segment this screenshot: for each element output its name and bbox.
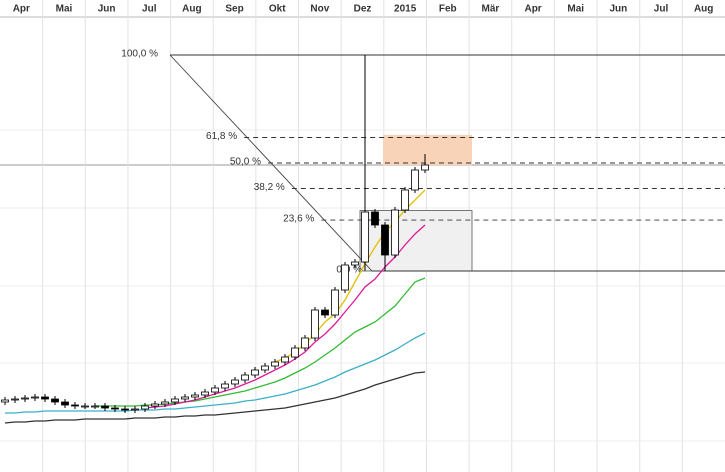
candle-body [261, 365, 269, 371]
fib-level-label: 23,6 % [283, 214, 314, 225]
month-label: Mai [567, 4, 584, 15]
candle-body [91, 405, 99, 408]
moving-average [5, 332, 426, 414]
moving-average [4, 371, 426, 424]
candle-body [391, 209, 399, 256]
candle-body [141, 405, 149, 410]
month-header [0, 0, 725, 17]
candle-body [151, 403, 159, 407]
fib-zone-upper [383, 134, 472, 166]
candle-body [61, 401, 69, 406]
candle-body [421, 164, 429, 171]
month-label: Sep [225, 4, 243, 15]
candle-body [111, 407, 119, 410]
candle-body [21, 397, 29, 400]
month-label: Okt [269, 4, 286, 15]
candle-body [251, 369, 259, 376]
candle-body [41, 396, 49, 400]
fib-level-label: 38,2 % [254, 182, 285, 193]
candle-body [81, 405, 89, 408]
candle-body [201, 391, 209, 396]
candle-body [291, 347, 299, 358]
moving-average [274, 189, 426, 363]
fib-level-label: 50,0 % [230, 157, 261, 168]
candle-body [231, 379, 239, 385]
candle-body [271, 361, 279, 367]
candle-body [361, 211, 369, 263]
candle-body [11, 398, 19, 401]
candle-body [121, 408, 129, 411]
candle-body [211, 387, 219, 393]
candle-body [51, 398, 59, 403]
month-label: Feb [439, 4, 457, 15]
month-label: Mai [56, 4, 73, 15]
candle-body [341, 264, 349, 291]
candle-body [311, 309, 319, 339]
month-label: Aug [182, 4, 201, 15]
candle-body [171, 398, 179, 403]
candle-body [221, 383, 229, 389]
candle-body [1, 399, 9, 403]
candle-body [321, 309, 329, 316]
month-label: Nov [310, 4, 329, 15]
month-label: Apr [13, 4, 30, 15]
fib-level-label: 100,0 % [121, 49, 158, 60]
candle-body [381, 224, 389, 256]
fib-level-label: 61,8 % [206, 131, 237, 142]
month-label: Jun [609, 4, 627, 15]
month-label: Jun [98, 4, 116, 15]
moving-average [95, 277, 426, 407]
candle-body [371, 211, 379, 226]
candle-body [131, 408, 139, 411]
month-label: Mär [482, 4, 500, 15]
month-label: Apr [524, 4, 541, 15]
candle-body [401, 189, 409, 211]
candle-body [101, 405, 109, 409]
month-label: Jul [654, 4, 669, 15]
candle-body [181, 396, 189, 400]
candle-body [281, 356, 289, 363]
candle-body [331, 289, 339, 316]
candle-body [71, 404, 79, 407]
candle-body [191, 394, 199, 398]
candle-body [161, 401, 169, 405]
candle-body [411, 169, 419, 191]
month-label: Aug [694, 4, 713, 15]
candle-body [31, 396, 39, 399]
month-label: 2015 [394, 4, 417, 15]
candle-body [301, 337, 309, 349]
month-label: Jul [142, 4, 157, 15]
fib-level-label: 0,0 % [336, 265, 362, 276]
month-label: Dez [354, 4, 372, 15]
candle-body [241, 374, 249, 381]
candle-body [351, 261, 359, 266]
